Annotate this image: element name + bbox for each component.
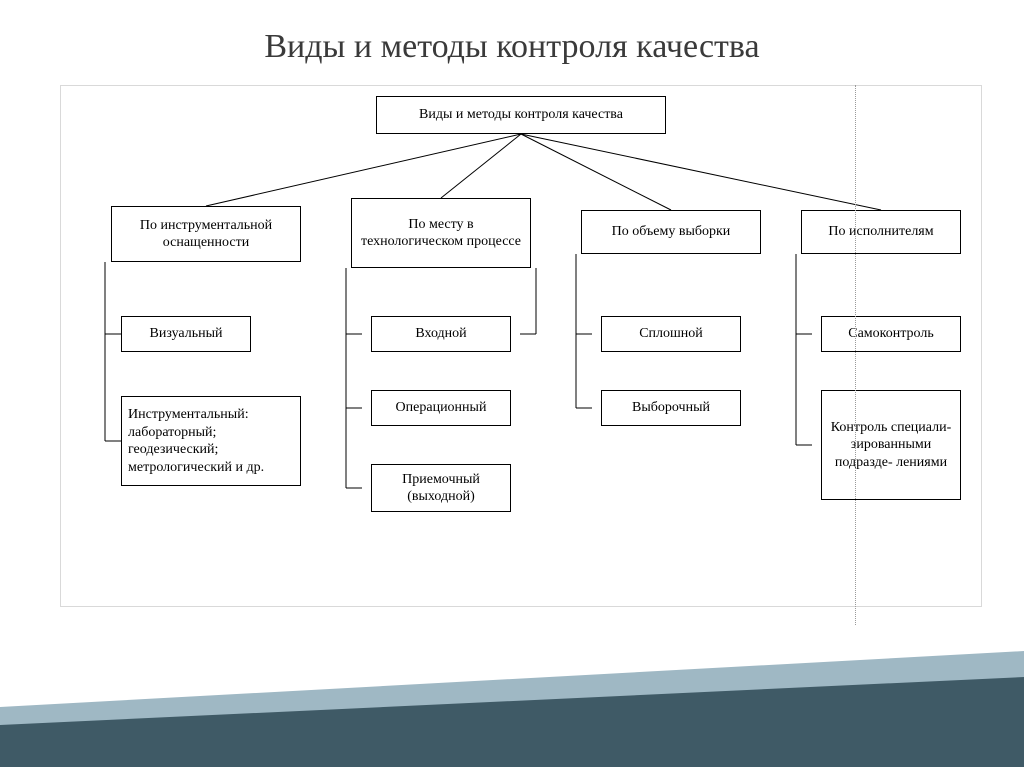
item-box-1-1: Визуальный xyxy=(121,316,251,352)
item-box-2-1: Входной xyxy=(371,316,511,352)
item-box-4-2: Контроль специали- зированными подразде-… xyxy=(821,390,961,500)
root-box: Виды и методы контроля качества xyxy=(376,96,666,134)
item-box-4-1: Самоконтроль xyxy=(821,316,961,352)
item-box-2-3: Приемочный (выходной) xyxy=(371,464,511,512)
item-box-3-1: Сплошной xyxy=(601,316,741,352)
diagram-canvas: Виды и методы контроля качества По инстру… xyxy=(60,85,982,607)
item-box-3-2: Выборочный xyxy=(601,390,741,426)
dashed-guide xyxy=(855,85,856,625)
category-box-4: По исполнителям xyxy=(801,210,961,254)
decorative-shadow xyxy=(0,617,1024,767)
page-title: Виды и методы контроля качества xyxy=(0,28,1024,66)
item-box-1-2: Инструментальный: лабораторный; геодезич… xyxy=(121,396,301,486)
category-box-1: По инструментальной оснащенности xyxy=(111,206,301,262)
category-box-2: По месту в технологическом процессе xyxy=(351,198,531,268)
item-box-2-2: Операционный xyxy=(371,390,511,426)
category-box-3: По объему выборки xyxy=(581,210,761,254)
